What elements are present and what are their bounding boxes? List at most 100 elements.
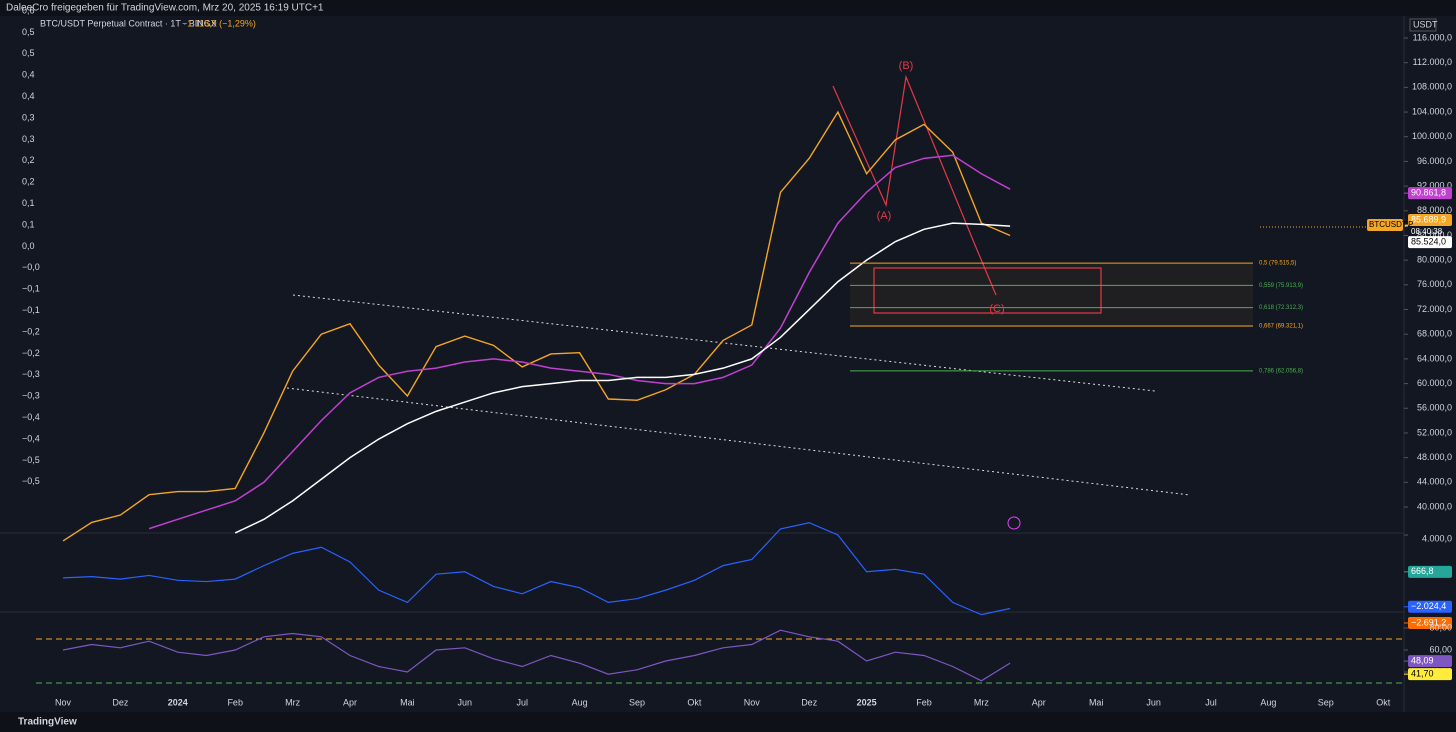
price-series xyxy=(62,110,1011,542)
event-icon xyxy=(1007,516,1021,530)
x-tick-label: Jun xyxy=(1146,697,1161,707)
price-series xyxy=(148,154,1011,530)
left-scale-label: 0,0 xyxy=(22,241,35,251)
x-tick-label: Feb xyxy=(227,697,243,707)
x-tick-label: Feb xyxy=(916,697,932,707)
price-tag xyxy=(1408,565,1452,578)
x-tick-label: Nov xyxy=(55,697,72,707)
x-tick-label: Sep xyxy=(629,697,645,707)
y-tick-label: 80,00 xyxy=(1429,622,1452,632)
y-tick-label: 100.000,0 xyxy=(1412,131,1452,141)
y-tick-label: 68.000,0 xyxy=(1417,329,1452,339)
macd-line xyxy=(62,522,1011,616)
y-tick-label: 60.000,0 xyxy=(1417,378,1452,388)
x-tick-label: Mai xyxy=(1089,697,1104,707)
y-tick-label: 92.000,0 xyxy=(1417,180,1452,190)
fib-label: 0,786 (62.056,8) xyxy=(1259,368,1303,374)
price-tag-label: 48,09 xyxy=(1411,655,1434,665)
price-tag xyxy=(1408,214,1452,227)
fib-label: 0,5 (79.515,5) xyxy=(1259,261,1296,267)
left-scale-label: 0,2 xyxy=(22,177,35,187)
x-tick-label: Dez xyxy=(112,697,129,707)
x-tick-label: Jul xyxy=(516,697,528,707)
y-tick-label: 112.000,0 xyxy=(1413,57,1452,67)
footer: TradingView xyxy=(18,717,77,728)
left-scale-label: −0,1 xyxy=(22,284,40,294)
currency-box xyxy=(1409,18,1437,32)
price-tag-label: 666,8 xyxy=(1411,566,1434,576)
wave-label: (B) xyxy=(899,60,914,72)
x-tick-label: 2024 xyxy=(168,697,188,707)
shared-by: DaleeCro freigegeben für TradingView.com… xyxy=(6,3,324,14)
price-tag-label: 85.689,9 xyxy=(1411,214,1446,224)
x-tick-label: Okt xyxy=(1376,697,1391,707)
left-scale-label: −0,0 xyxy=(22,262,40,272)
fib-zone xyxy=(850,264,1253,327)
x-tick-label: Jul xyxy=(1205,697,1217,707)
left-scale-label: −0,5 xyxy=(22,476,40,486)
left-scale-label: −0,1 xyxy=(22,305,40,315)
left-scale-label: 0,2 xyxy=(22,155,35,165)
price-tag xyxy=(1408,668,1452,681)
fib-label: 0,667 (69.321,1) xyxy=(1259,324,1303,330)
left-scale-label: −0,5 xyxy=(22,455,40,465)
y-tick-label: 40.000,0 xyxy=(1417,501,1452,511)
x-tick-label: Apr xyxy=(1032,697,1046,707)
left-scale-label: 0,1 xyxy=(22,219,35,229)
change: −1.118,9 (−1,29%) xyxy=(182,18,256,28)
wave-label: (C) xyxy=(989,303,1004,315)
channel-line xyxy=(286,387,1191,496)
top-bar xyxy=(0,0,1456,16)
x-tick-label: Apr xyxy=(343,697,357,707)
y-tick-label: 104.000,0 xyxy=(1412,106,1452,116)
price-tag-label: 85.524,0 xyxy=(1411,236,1446,246)
bottom-bar xyxy=(0,712,1456,732)
left-scale-label: 0,4 xyxy=(22,70,35,80)
countdown: 08:40:38 xyxy=(1411,227,1443,236)
x-tick-label: Jun xyxy=(458,697,473,707)
y-tick-label: 48.000,0 xyxy=(1417,452,1452,462)
rsi-line xyxy=(62,629,1011,682)
left-scale-label: 0,5 xyxy=(22,48,35,58)
x-tick-label: Aug xyxy=(572,697,588,707)
symbol-tag-box xyxy=(1367,219,1403,232)
fib-label: 0,559 (75.913,9) xyxy=(1259,283,1303,289)
wave-lines xyxy=(832,74,997,296)
left-scale-label: −0,4 xyxy=(22,412,40,422)
y-tick-label: 44.000,0 xyxy=(1417,477,1452,487)
left-scale-label: 0,1 xyxy=(22,198,35,208)
symbol: BTC/USDT Perpetual Contract · 1T · BINGX xyxy=(40,18,217,28)
price-tag-label: −2.691,2 xyxy=(1411,617,1446,627)
price-tag xyxy=(1408,655,1452,668)
x-tick-label: 2025 xyxy=(857,697,877,707)
left-scale-label: −0,2 xyxy=(22,348,40,358)
y-tick-label: 4.000,0 xyxy=(1422,533,1452,543)
y-tick-label: 56.000,0 xyxy=(1417,403,1452,413)
x-tick-label: Okt xyxy=(687,697,702,707)
left-scale-label: −0,3 xyxy=(22,391,40,401)
target-box xyxy=(873,267,1102,314)
y-tick-label: 60,00 xyxy=(1429,644,1452,654)
x-tick-label: Nov xyxy=(744,697,761,707)
price-series xyxy=(234,222,1011,534)
x-tick-label: Mrz xyxy=(285,697,300,707)
wave-label: (A) xyxy=(877,210,892,222)
price-tag xyxy=(1408,616,1452,629)
y-tick-label: 80.000,0 xyxy=(1417,255,1452,265)
x-tick-label: Mrz xyxy=(974,697,989,707)
y-tick-label: 88.000,0 xyxy=(1417,205,1452,215)
left-scale-label: 0,3 xyxy=(22,112,35,122)
left-scale-label: 0,6 xyxy=(22,5,35,15)
y-tick-label: 64.000,0 xyxy=(1417,353,1452,363)
price-tag-label: −2.024,4 xyxy=(1411,601,1446,611)
price-tag xyxy=(1408,236,1452,249)
left-scale-label: −0,3 xyxy=(22,369,40,379)
y-tick-label: 72.000,0 xyxy=(1417,304,1452,314)
left-scale-label: −0,4 xyxy=(22,433,40,443)
left-scale-label: 0,4 xyxy=(22,91,35,101)
left-scale-label: −0,2 xyxy=(22,326,40,336)
fib-label: 0,618 (72.312,3) xyxy=(1259,305,1303,311)
y-tick-label: 84.000,0 xyxy=(1417,230,1452,240)
y-tick-label: 96.000,0 xyxy=(1417,156,1452,166)
